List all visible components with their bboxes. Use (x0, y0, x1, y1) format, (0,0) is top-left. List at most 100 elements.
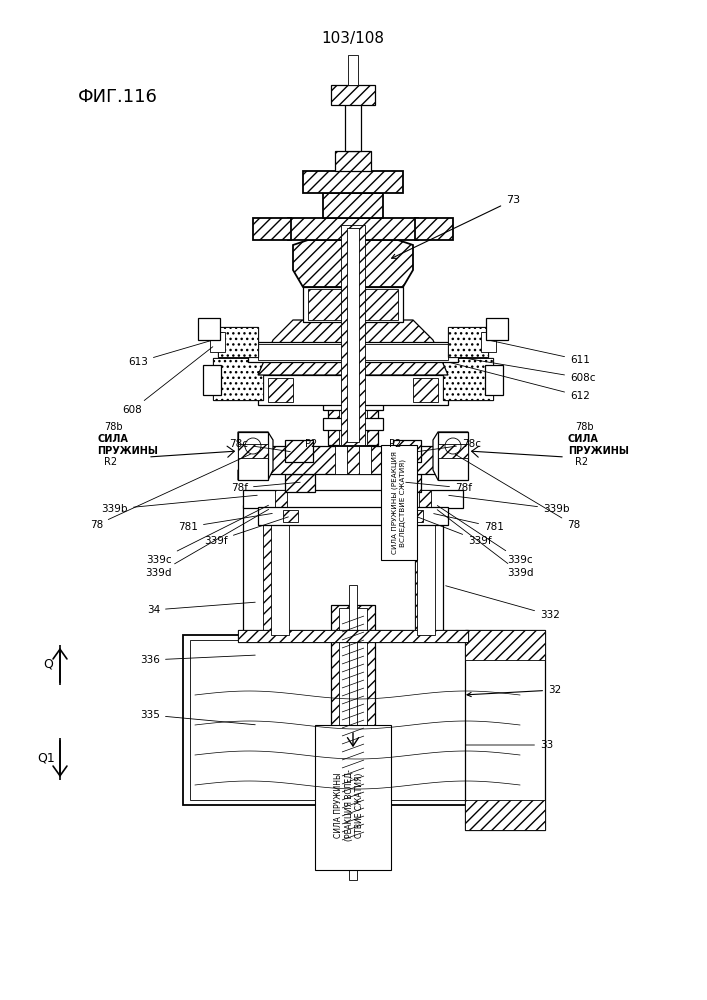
Bar (271, 505, 289, 635)
Bar (465, 800, 545, 830)
Bar (303, 171, 403, 193)
Bar (238, 630, 468, 642)
Text: 332: 332 (445, 586, 560, 620)
Text: 613: 613 (128, 341, 211, 367)
Bar (328, 310, 378, 445)
Bar (486, 318, 508, 340)
Bar (408, 510, 423, 522)
Text: 339d: 339d (146, 509, 269, 578)
Bar (275, 490, 287, 508)
Bar (448, 327, 488, 357)
Text: 78f: 78f (406, 482, 472, 493)
Text: ФИГ.116: ФИГ.116 (78, 88, 158, 106)
Text: R2: R2 (104, 457, 117, 467)
Text: P2: P2 (305, 439, 317, 449)
Bar (248, 342, 458, 362)
Text: 78: 78 (455, 454, 580, 530)
Bar (335, 151, 371, 171)
Bar (323, 193, 383, 218)
Bar (285, 440, 313, 462)
Polygon shape (258, 320, 448, 375)
Bar (438, 444, 468, 458)
Bar (238, 444, 268, 458)
Bar (335, 446, 371, 474)
Text: R2: R2 (575, 457, 588, 467)
Polygon shape (433, 432, 468, 480)
Bar (238, 432, 268, 480)
Bar (345, 96, 361, 151)
Text: 78c: 78c (229, 439, 291, 452)
Bar (391, 474, 421, 492)
Text: 336: 336 (140, 655, 255, 665)
Bar (415, 505, 443, 635)
Bar (349, 585, 357, 880)
Text: 339d: 339d (437, 510, 534, 578)
Text: P2: P2 (389, 439, 401, 449)
Bar (183, 635, 538, 805)
Bar (347, 313, 359, 442)
Text: 78c: 78c (418, 439, 481, 452)
Text: Q: Q (43, 658, 53, 670)
Text: 339f: 339f (204, 517, 288, 546)
Text: 78b: 78b (104, 422, 122, 432)
Bar (393, 440, 421, 462)
Text: 78: 78 (90, 454, 250, 530)
Text: 34: 34 (147, 602, 255, 615)
Bar (213, 358, 263, 400)
Bar (443, 358, 493, 400)
Bar (443, 358, 493, 400)
Bar (415, 218, 453, 240)
Bar (288, 218, 418, 240)
Bar (268, 378, 293, 402)
Bar (213, 358, 263, 400)
Bar (485, 365, 503, 395)
Bar (348, 55, 358, 85)
Text: 339c: 339c (438, 506, 532, 565)
Bar (308, 289, 398, 320)
Text: 781: 781 (178, 513, 272, 532)
Text: 78b: 78b (575, 422, 594, 432)
Text: СИЛА
ПРУЖИНЫ: СИЛА ПРУЖИНЫ (97, 434, 158, 456)
Bar (263, 505, 275, 635)
Text: 339c: 339c (146, 505, 269, 565)
Bar (331, 85, 375, 105)
Bar (339, 310, 367, 445)
Bar (303, 287, 403, 322)
Polygon shape (293, 240, 413, 287)
Text: СИЛА ПРУЖИНЫ (РЕАКЦИЯ
ВСЛЕДСТВИЕ СЖАТИЯ): СИЛА ПРУЖИНЫ (РЕАКЦИЯ ВСЛЕДСТВИЕ СЖАТИЯ) (392, 452, 406, 554)
Bar (323, 398, 383, 410)
Bar (203, 365, 221, 395)
Bar (347, 446, 359, 474)
Text: 781: 781 (433, 514, 504, 532)
Bar (258, 344, 448, 360)
Text: СИЛА ПРУЖИНЫ
(РЕАКЦИЯ ВСЛЕД-
СТВИЕ СЖАТИЯ): СИЛА ПРУЖИНЫ (РЕАКЦИЯ ВСЛЕД- СТВИЕ СЖАТИ… (334, 769, 364, 841)
Text: 339b: 339b (449, 495, 570, 514)
Bar (253, 218, 291, 240)
Bar (323, 418, 383, 430)
Bar (190, 640, 530, 800)
Bar (481, 332, 496, 352)
Bar (268, 446, 438, 474)
Bar (448, 327, 488, 357)
Text: 612: 612 (450, 363, 590, 401)
Bar (331, 605, 375, 855)
Polygon shape (238, 432, 273, 480)
Bar (341, 225, 365, 445)
Bar (438, 432, 468, 480)
Text: Q1: Q1 (37, 752, 55, 764)
Text: 608: 608 (122, 347, 213, 415)
Bar (198, 318, 220, 340)
Text: 611: 611 (491, 341, 590, 365)
Text: 73: 73 (392, 195, 520, 258)
Bar (243, 490, 463, 508)
Bar (283, 510, 298, 522)
Bar (210, 332, 225, 352)
Bar (258, 507, 448, 525)
Text: 339f: 339f (418, 517, 491, 546)
Bar (419, 490, 431, 508)
Bar (243, 505, 271, 635)
Text: 608c: 608c (461, 357, 595, 383)
Text: СИЛА
ПРУЖИНЫ: СИЛА ПРУЖИНЫ (568, 434, 629, 456)
Bar (258, 375, 448, 405)
Bar (413, 378, 438, 402)
